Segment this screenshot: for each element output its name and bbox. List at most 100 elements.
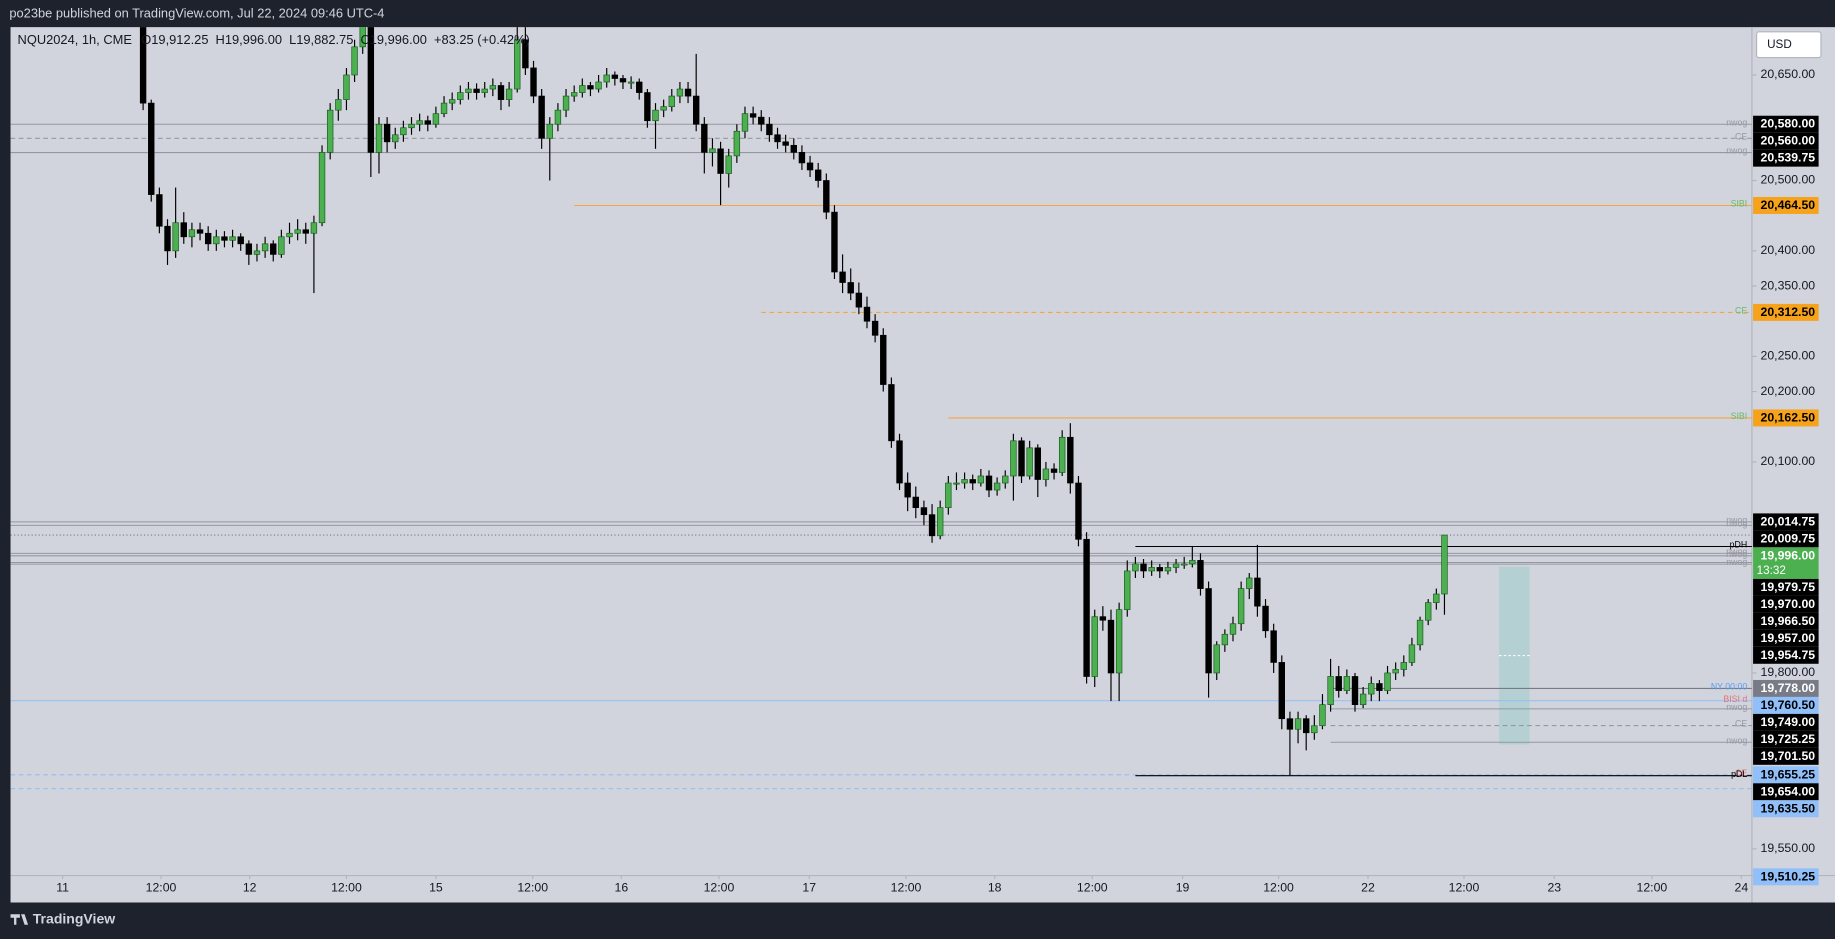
candle-body [1034, 447, 1041, 480]
candle-body [1197, 560, 1204, 589]
candle-body [448, 99, 456, 104]
candle-body [953, 482, 960, 485]
candle-body [554, 109, 562, 125]
candle-body [497, 85, 505, 100]
currency-button[interactable] [1756, 31, 1822, 59]
candle-body [1254, 577, 1261, 607]
candle-body [611, 74, 619, 79]
candle-body [636, 81, 643, 93]
legend-value: 19,882.75 [296, 33, 353, 48]
candle-body [1278, 662, 1285, 720]
legend-symbol: NQU2024, 1h, CME [18, 33, 133, 48]
candle-body [1359, 693, 1367, 705]
legend-value: 19,996.00 [370, 33, 427, 48]
x-tick-label: 11 [56, 881, 69, 895]
candle-body [481, 88, 488, 93]
candle-body [270, 243, 277, 255]
candle-body [977, 475, 985, 484]
candle-body [1148, 567, 1155, 572]
candle-body [1164, 567, 1172, 572]
candle-body [758, 116, 765, 125]
price-label-box [1753, 303, 1819, 321]
candle-body [1424, 602, 1432, 621]
candle-body [237, 236, 244, 245]
price-label-box [1753, 696, 1819, 714]
price-label-box [1753, 409, 1819, 427]
candle-body [644, 92, 651, 122]
price-label: 20,464.50 [1761, 198, 1816, 212]
candle-body [546, 123, 553, 139]
candle-body [1156, 567, 1163, 572]
candle-body [880, 334, 887, 385]
level-name: nwog [1726, 117, 1747, 127]
candle-body [741, 113, 749, 132]
level-name: nwog [1726, 547, 1747, 557]
price-label-box [1753, 530, 1819, 548]
x-tick-label: 17 [802, 881, 816, 895]
price-label-box [1753, 629, 1819, 647]
candle-body [936, 507, 944, 537]
y-tick-label: 20,400.00 [1761, 243, 1816, 257]
footer-logo [10, 914, 29, 925]
price-label-box [1753, 547, 1819, 579]
price-label-box [1753, 612, 1819, 630]
candle-body [603, 74, 610, 83]
x-tick-label: 12:00 [1449, 881, 1480, 895]
candle-body [432, 113, 440, 125]
candle-body [814, 169, 822, 181]
candle-body [1311, 725, 1318, 734]
candle-body [416, 120, 423, 125]
publish-header: po23be published on TradingView.com, Jul… [9, 6, 384, 21]
candle-body [164, 225, 171, 252]
price-label: 19,655.25 [1761, 767, 1816, 781]
x-tick-label: 24 [1735, 881, 1749, 895]
candle-body [326, 109, 334, 153]
candle-body [261, 243, 269, 252]
candle-body [1302, 718, 1310, 734]
level-name: CE [1735, 306, 1747, 316]
price-label-box [1753, 115, 1819, 133]
candle-body [766, 123, 773, 136]
currency-label[interactable]: USD [1767, 38, 1792, 51]
legend-key: C [360, 33, 369, 48]
candle-body [1237, 588, 1245, 625]
plot-area [10, 27, 1752, 790]
candle-body [1107, 619, 1115, 674]
level-name: SIBI [1731, 411, 1748, 421]
price-label: 19,701.50 [1761, 749, 1816, 763]
level-name: nwog [1726, 557, 1747, 567]
candle-body [676, 88, 684, 97]
candle-body [806, 162, 814, 171]
price-label: 19,970.00 [1761, 597, 1816, 611]
price-label: 19,957.00 [1761, 631, 1816, 645]
candle-body [961, 479, 968, 484]
level-name: nwog [1726, 549, 1747, 559]
candle-body [790, 144, 797, 153]
x-tick-label: 18 [988, 881, 1002, 895]
candle-body [1286, 718, 1294, 730]
candle-body [928, 514, 936, 537]
y-tick-label: 20,500.00 [1761, 173, 1816, 187]
candle-body [1189, 560, 1196, 565]
candle-body [749, 113, 757, 118]
candle-body [1319, 704, 1326, 727]
candle-body [148, 102, 155, 195]
legend-change: +83.25 (+0.42%) [434, 33, 530, 48]
x-tick-label: 12:00 [891, 881, 922, 895]
candle-body [522, 39, 529, 69]
candle-body [871, 320, 879, 336]
x-tick-label: 12 [243, 881, 257, 895]
candle-body [1246, 577, 1253, 589]
price-label-box [1753, 800, 1819, 818]
price-label-box [1753, 646, 1819, 664]
candle-body [920, 507, 928, 516]
candle-body [514, 39, 521, 90]
candle-body [570, 92, 578, 97]
level-name: nwog [1726, 702, 1747, 712]
candle-body [619, 78, 627, 83]
legend-value: 19,996.00 [225, 33, 282, 48]
price-label: 19,954.75 [1761, 648, 1816, 662]
candle-body [440, 102, 448, 115]
candle-body [1010, 440, 1017, 477]
